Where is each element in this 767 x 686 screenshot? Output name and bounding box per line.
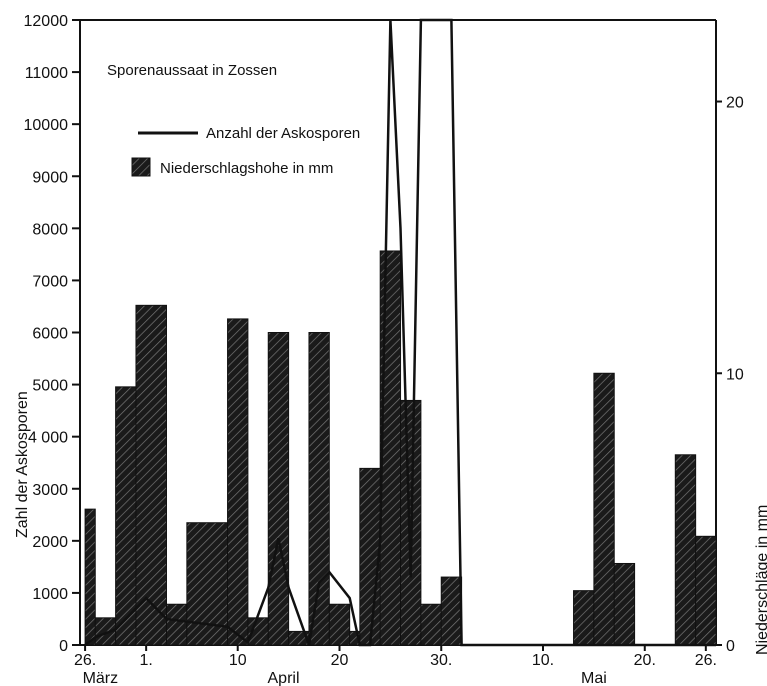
x-tick-label: 20 bbox=[331, 652, 349, 669]
legend-bar-label: Niederschlagshohe in mm bbox=[160, 160, 333, 177]
x-tick-label: 1. bbox=[139, 652, 152, 669]
precip-bar bbox=[440, 576, 463, 646]
precip-bar bbox=[165, 603, 188, 646]
legend: Anzahl der Askosporen Niederschlagshohe … bbox=[131, 125, 360, 177]
legend-line-label: Anzahl der Askosporen bbox=[206, 125, 360, 142]
precip-bar bbox=[328, 603, 351, 646]
right-tick-label: 10 bbox=[726, 366, 744, 383]
left-tick-label: 6000 bbox=[32, 326, 68, 343]
left-axis-title: Zahl der Askosporen bbox=[14, 391, 31, 538]
left-tick-label: 0 bbox=[59, 638, 68, 655]
spore-line bbox=[84, 18, 716, 647]
precip-bar bbox=[593, 372, 615, 646]
left-tick-label: 12000 bbox=[24, 13, 69, 30]
x-tick-label: 10 bbox=[229, 652, 247, 669]
x-tick-label: 10. bbox=[532, 652, 554, 669]
left-tick-label: 2000 bbox=[32, 534, 68, 551]
right-tick-label: 20 bbox=[726, 95, 744, 112]
right-tick-label: 0 bbox=[726, 638, 735, 655]
left-tick-label: 3000 bbox=[32, 482, 68, 499]
left-tick-label: 9000 bbox=[32, 169, 68, 186]
left-tick-label: 10000 bbox=[24, 117, 69, 134]
precipitation-bars bbox=[84, 250, 717, 646]
precip-bar bbox=[84, 508, 96, 646]
precip-bar bbox=[308, 332, 330, 646]
precip-bar bbox=[115, 386, 137, 646]
precip-bar bbox=[227, 318, 249, 646]
month-label: April bbox=[268, 670, 300, 686]
precip-bar bbox=[135, 304, 167, 646]
left-axis-ticks: 0 1000 2000 3000 4 000 5000 6000 7000 8000 9000 10… bbox=[24, 13, 80, 655]
x-tick-label: 20. bbox=[634, 652, 656, 669]
x-tick-label: 30. bbox=[430, 652, 452, 669]
chart-title: Sporenaussaat in Zossen bbox=[107, 62, 277, 79]
precip-bar bbox=[695, 535, 717, 646]
x-tick-label: 26. bbox=[74, 652, 96, 669]
left-tick-label: 1000 bbox=[32, 586, 68, 603]
precip-bar bbox=[613, 562, 636, 646]
x-axis-ticks: 26. 1. 10 20 30. 10. 20. 26. bbox=[74, 645, 717, 669]
precip-bar bbox=[573, 590, 595, 646]
precip-bar bbox=[267, 332, 290, 646]
right-axis-ticks: 0 10 20 bbox=[716, 95, 744, 655]
x-tick-label: 26. bbox=[695, 652, 717, 669]
month-label: Mai bbox=[581, 670, 607, 686]
precip-bar bbox=[359, 467, 381, 646]
left-tick-label: 5000 bbox=[32, 378, 68, 395]
left-tick-label: 4 000 bbox=[28, 430, 68, 447]
precip-bar bbox=[420, 603, 442, 646]
legend-bar-swatch bbox=[131, 157, 151, 177]
month-labels: März April Mai bbox=[83, 670, 607, 686]
month-label: März bbox=[83, 670, 119, 686]
precip-bar bbox=[674, 454, 697, 646]
spore-count-line bbox=[84, 18, 716, 647]
left-tick-label: 11000 bbox=[25, 65, 68, 82]
left-tick-label: 8000 bbox=[32, 221, 68, 238]
left-tick-label: 7000 bbox=[32, 273, 68, 290]
right-axis-title: Niederschläge in mm bbox=[754, 505, 767, 655]
